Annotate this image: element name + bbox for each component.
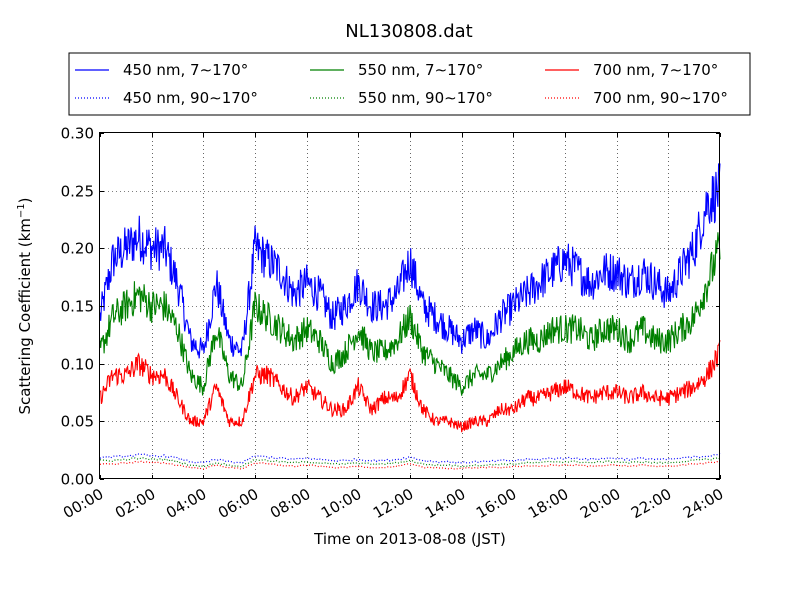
series-line [99, 460, 720, 470]
x-tick-label: 10:00 [318, 485, 364, 522]
x-tick-label: 24:00 [680, 485, 726, 522]
legend-label: 700 nm, 90∼170° [593, 89, 728, 107]
legend: 450 nm, 7∼170° 550 nm, 7∼170° 700 nm, 7∼17… [68, 52, 751, 116]
y-tick-label: 0.10 [61, 356, 94, 374]
plot-frame [99, 132, 720, 479]
series-line [100, 456, 721, 468]
legend-label: 450 nm, 7∼170° [123, 61, 248, 79]
x-axis-label: Time on 2013-08-08 (JST) [313, 530, 506, 548]
y-axis-label: Scattering Coefficient (km−1) [16, 197, 34, 414]
y-tick-label: 0.30 [61, 125, 94, 143]
x-tick-label: 14:00 [422, 485, 468, 522]
y-axis-label-close: ) [16, 197, 34, 203]
series-line [99, 340, 721, 433]
x-tick-label: 06:00 [215, 485, 261, 522]
legend-label: 550 nm, 90∼170° [358, 89, 493, 107]
legend-label: 450 nm, 90∼170° [123, 89, 258, 107]
legend-box [68, 52, 751, 116]
y-tick-label: 0.25 [61, 183, 94, 201]
y-axis: 0.00 0.05 0.10 0.15 0.20 0.25 0.30 [61, 125, 720, 489]
y-axis-label-superscript: −1 [16, 203, 27, 218]
x-tick-label: 02:00 [112, 485, 158, 522]
y-tick-label: 0.05 [61, 413, 94, 431]
series-line [99, 232, 721, 396]
x-tick-label: 20:00 [577, 485, 623, 522]
series-line [99, 452, 721, 464]
series-layer [99, 163, 721, 470]
x-tick-label: 18:00 [525, 485, 571, 522]
y-axis-label-main: Scattering Coefficient (km [16, 218, 34, 414]
y-tick-label: 0.20 [61, 240, 94, 258]
x-tick-label: 04:00 [163, 485, 209, 522]
grid [100, 133, 720, 479]
x-tick-label: 08:00 [267, 485, 313, 522]
y-tick-label: 0.00 [61, 471, 94, 489]
x-tick-label: 12:00 [370, 485, 416, 522]
y-tick-label: 0.15 [61, 298, 94, 316]
legend-label: 700 nm, 7∼170° [593, 61, 718, 79]
x-tick-label: 00:00 [60, 485, 106, 522]
x-tick-label: 22:00 [628, 485, 674, 522]
x-tick-label: 16:00 [473, 485, 519, 522]
series-line [99, 163, 721, 359]
chart-title: NL130808.dat [345, 21, 472, 42]
legend-label: 550 nm, 7∼170° [358, 61, 483, 79]
